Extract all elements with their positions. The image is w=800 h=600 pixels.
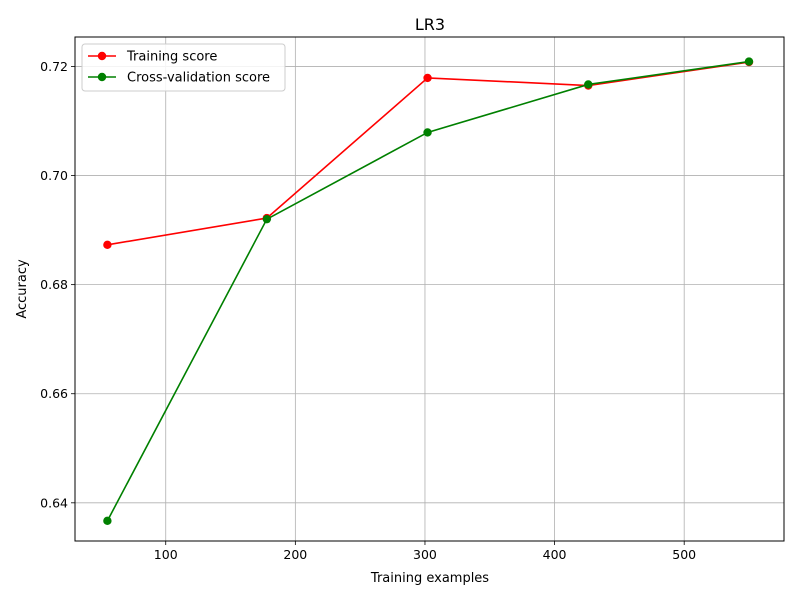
y-tick-label: 0.66 <box>40 386 68 401</box>
legend-item: Training score <box>88 50 217 65</box>
legend: Training score Cross-validation score <box>81 43 286 92</box>
chart-title: LR3 <box>415 15 445 34</box>
y-axis-label: Accuracy <box>15 259 30 319</box>
legend-marker <box>97 72 107 82</box>
y-tick-label: 0.72 <box>40 59 68 74</box>
data-point <box>103 240 112 250</box>
legend-marker <box>97 51 107 61</box>
x-axis-label: Training examples <box>370 571 489 586</box>
data-point <box>584 80 593 89</box>
y-tick-label: 0.70 <box>40 168 68 183</box>
legend-label: Cross-validation score <box>127 71 270 86</box>
plot-frame <box>74 36 785 542</box>
data-point <box>423 128 432 137</box>
x-tick-label: 500 <box>672 547 696 562</box>
legend-label: Training score <box>126 50 217 65</box>
legend-box <box>81 43 286 92</box>
data-point <box>744 57 754 66</box>
data-point <box>103 516 112 526</box>
x-tick-label: 100 <box>154 547 178 562</box>
x-tick-label: 400 <box>543 547 567 562</box>
data-point <box>423 73 432 83</box>
y-tick-label: 0.64 <box>40 495 68 510</box>
ticks: 100 200 300 400 500 0.64 0.66 0.68 0.70 0.72 <box>40 59 696 562</box>
y-tick-label: 0.68 <box>40 277 68 292</box>
x-tick-label: 300 <box>413 547 437 562</box>
series-layer <box>103 57 754 526</box>
legend-item: Cross-validation score <box>88 71 270 86</box>
grid <box>75 37 784 541</box>
series-cross-validation-score <box>103 57 754 526</box>
x-tick-label: 200 <box>283 547 307 562</box>
data-point <box>262 214 272 224</box>
